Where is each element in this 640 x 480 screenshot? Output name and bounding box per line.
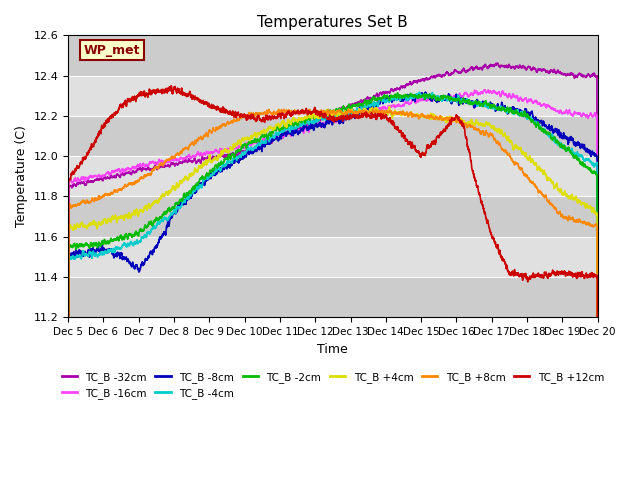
- Text: WP_met: WP_met: [84, 44, 141, 57]
- Bar: [68, 277, 598, 317]
- Bar: [68, 237, 598, 277]
- Bar: [68, 36, 598, 76]
- X-axis label: Time: Time: [317, 343, 348, 356]
- Bar: [68, 76, 598, 116]
- Title: Temperatures Set B: Temperatures Set B: [257, 15, 408, 30]
- Bar: [68, 196, 598, 237]
- Legend: TC_B -32cm, TC_B -16cm, TC_B -8cm, TC_B -4cm, TC_B -2cm, TC_B +4cm, TC_B +8cm, T: TC_B -32cm, TC_B -16cm, TC_B -8cm, TC_B …: [58, 368, 608, 403]
- Bar: [68, 156, 598, 196]
- Y-axis label: Temperature (C): Temperature (C): [15, 125, 28, 227]
- Bar: [68, 116, 598, 156]
